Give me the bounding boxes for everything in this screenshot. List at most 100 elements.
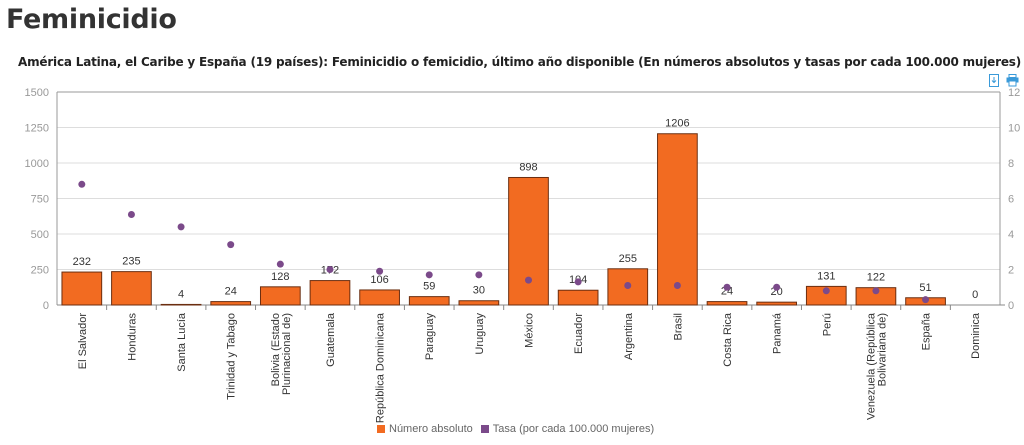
legend-item-absolute[interactable]: Número absoluto [377, 423, 473, 435]
y-tick-label: 1250 [25, 123, 49, 135]
category-label-group: España [921, 312, 933, 350]
y2-tick-label: 10 [1008, 123, 1020, 135]
legend-swatch-absolute [377, 425, 385, 433]
category-label: España [921, 312, 933, 350]
category-label: República Dominicana [375, 312, 387, 423]
print-icon[interactable] [1006, 72, 1019, 87]
rate-point [773, 283, 781, 291]
category-label-group: Costa Rica [722, 312, 734, 367]
category-label: Guatemala [325, 312, 337, 367]
bar [309, 280, 351, 306]
legend-label-rate: Tasa (por cada 100.000 mujeres) [492, 423, 655, 435]
bar [210, 301, 252, 306]
y-tick-label: 250 [31, 265, 49, 277]
y2-tick-label: 12 [1008, 87, 1020, 99]
category-label: Trinidad y Tabago [226, 313, 238, 400]
category-label: Dominica [970, 312, 982, 359]
y-tick-label: 1500 [25, 87, 49, 99]
bar-value-label: 255 [619, 253, 637, 265]
bar [458, 300, 500, 306]
y-tick-label: 0 [43, 300, 49, 312]
category-label: Venezuela (República [865, 312, 877, 420]
bar-value-label: 898 [519, 161, 537, 173]
category-label: Perú [821, 313, 833, 336]
rate-point [574, 278, 582, 286]
bar [61, 271, 103, 306]
rate-point [822, 287, 830, 295]
bar-value-label: 106 [370, 274, 388, 286]
y2-tick-label: 4 [1008, 229, 1014, 241]
legend-label-absolute: Número absoluto [389, 423, 473, 435]
bar [160, 303, 202, 306]
rate-point [673, 281, 681, 289]
category-label: Bolivariana de) [876, 313, 888, 386]
category-label-group: Brasil [672, 313, 684, 341]
rate-point [177, 223, 185, 231]
bar [706, 301, 748, 306]
bar [359, 289, 400, 306]
category-label: Uruguay [474, 313, 486, 355]
y2-tick-label: 8 [1008, 158, 1014, 170]
bar [111, 271, 152, 306]
category-label-group: Bolivia (Estado Plurinacional de) [270, 313, 293, 395]
category-label-group: Guatemala [325, 312, 337, 367]
page-title: Feminicidio [6, 4, 177, 35]
category-label: Ecuador [573, 313, 585, 354]
bar [259, 286, 301, 306]
category-label-group: República Dominicana [375, 312, 387, 423]
y2-tick-label: 0 [1008, 300, 1014, 312]
category-label-group: Venezuela (República Bolivariana de) [865, 312, 888, 420]
bar-value-label: 122 [867, 272, 885, 284]
category-label: Costa Rica [722, 312, 734, 367]
category-label-group: Honduras [126, 313, 138, 361]
category-label: México [524, 313, 536, 348]
scatter-series [78, 180, 930, 304]
rate-point [872, 287, 880, 295]
legend-item-rate[interactable]: Tasa (por cada 100.000 mujeres) [480, 423, 655, 435]
category-label-group: Ecuador [573, 313, 585, 354]
rate-point [227, 241, 235, 249]
bar-value-label: 1206 [665, 118, 689, 130]
rate-point [723, 283, 731, 291]
y-tick-label: 500 [31, 229, 49, 241]
category-label-group: Uruguay [474, 313, 486, 355]
bar-value-label: 235 [122, 256, 140, 268]
rate-point [326, 266, 334, 273]
rate-point [78, 180, 86, 188]
rate-point [624, 281, 632, 289]
bar-series [61, 133, 946, 306]
bar [508, 176, 549, 306]
y-tick-label: 1000 [25, 158, 49, 170]
category-label-group: Perú [821, 313, 833, 336]
category-labels: El Salvador Honduras Santa Lucía Trinidad y… [77, 312, 982, 423]
y2-tick-label: 6 [1008, 194, 1014, 206]
rate-point [475, 271, 483, 279]
bar-value-label: 232 [73, 256, 91, 268]
category-label-group: Dominica [970, 312, 982, 359]
category-label-group: El Salvador [77, 313, 89, 370]
bar [557, 289, 599, 306]
y2-tick-label: 2 [1008, 265, 1014, 277]
category-label-group: Argentina [623, 312, 635, 360]
bar-value-label: 24 [225, 286, 237, 298]
rate-point [127, 210, 135, 218]
category-label: Honduras [126, 313, 138, 361]
rate-point [376, 267, 384, 275]
category-label-group: Paraguay [424, 313, 436, 361]
bar-value-label: 128 [271, 271, 289, 283]
chart-title: América Latina, el Caribe y España (19 p… [18, 55, 1021, 69]
y-tick-label: 750 [31, 194, 49, 206]
category-label: Argentina [623, 312, 635, 360]
legend: Número absoluto Tasa (por cada 100.000 m… [377, 423, 654, 435]
category-label: Brasil [672, 313, 684, 341]
bar-value-label: 20 [771, 286, 783, 298]
category-label: Paraguay [424, 313, 436, 361]
category-label: Plurinacional de) [281, 313, 293, 395]
rate-point [922, 296, 930, 304]
category-label-group: Panamá [772, 312, 784, 354]
download-icon[interactable] [988, 72, 1000, 87]
bar-value-label: 131 [817, 270, 835, 282]
bar-value-label: 4 [178, 288, 184, 300]
category-label-group: Santa Lucía [176, 312, 188, 372]
